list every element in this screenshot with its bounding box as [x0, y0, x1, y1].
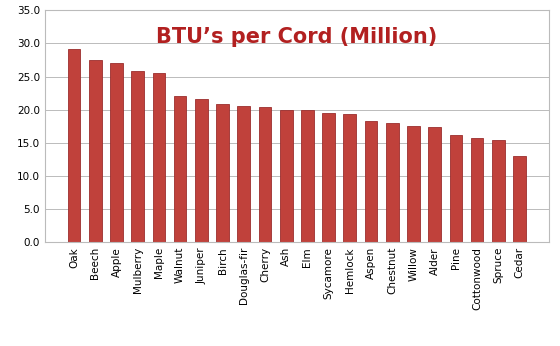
Bar	[365, 121, 377, 242]
Bar	[450, 135, 462, 242]
Bar	[386, 123, 399, 242]
Bar	[132, 71, 144, 242]
Bar	[301, 110, 314, 242]
Bar	[237, 107, 250, 242]
Bar	[513, 156, 526, 242]
Bar	[407, 126, 420, 242]
Bar	[195, 99, 208, 242]
Bar	[343, 115, 356, 242]
Bar	[89, 60, 102, 242]
Bar	[110, 63, 123, 242]
Bar	[259, 107, 272, 242]
Bar	[471, 138, 483, 242]
Text: BTU’s per Cord (Million): BTU’s per Cord (Million)	[156, 27, 437, 47]
Bar	[428, 127, 441, 242]
Bar	[174, 97, 186, 242]
Bar	[280, 110, 292, 242]
Bar	[216, 104, 229, 242]
Bar	[152, 73, 165, 242]
Bar	[68, 49, 81, 242]
Bar	[492, 139, 505, 242]
Bar	[322, 113, 335, 242]
